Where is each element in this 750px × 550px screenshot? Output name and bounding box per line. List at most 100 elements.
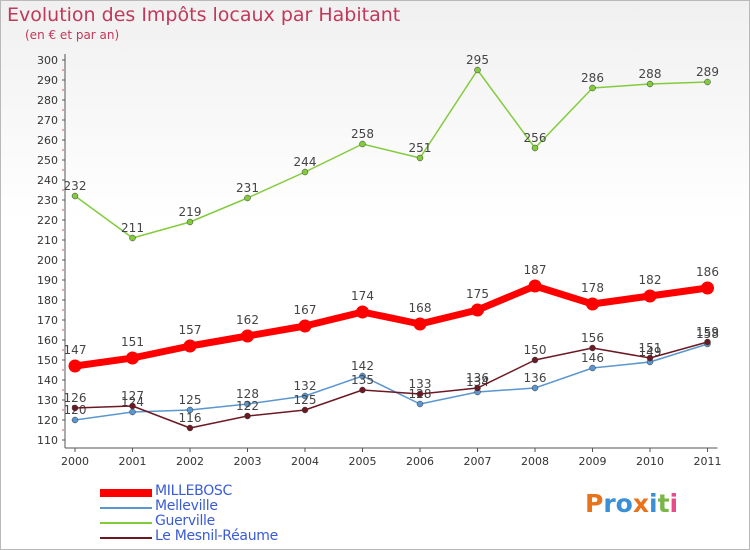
data-label-millebosc: 167 [294, 303, 317, 317]
data-label-guerville: 232 [64, 179, 87, 193]
y-minor-tick [62, 189, 64, 191]
data-label-le-mesnil-reaume: 127 [121, 389, 144, 403]
data-label-le-mesnil-reaume: 159 [696, 325, 719, 339]
series-line-guerville [74, 69, 709, 239]
y-tick-label: 190 [37, 274, 58, 287]
data-point-melleville [301, 392, 309, 400]
data-point-le-mesnil-reaume [129, 402, 136, 410]
y-tick-label: 280 [37, 94, 58, 107]
y-minor-tick [62, 209, 64, 211]
data-label-le-mesnil-reaume: 156 [581, 331, 604, 345]
y-minor-tick [62, 369, 64, 371]
x-tick-label: 2001 [119, 455, 147, 468]
y-minor-tick [62, 429, 64, 431]
y-tick-label: 250 [37, 154, 58, 167]
data-point-millebosc [701, 281, 714, 295]
y-minor-tick [62, 309, 64, 311]
y-minor-tick [62, 249, 64, 251]
legend-swatch-guerville [100, 522, 152, 524]
data-point-millebosc [298, 319, 312, 333]
legend-label-guerville: Guerville [155, 513, 215, 529]
y-minor-tick [62, 129, 64, 131]
data-label-guerville: 258 [351, 127, 374, 141]
data-point-le-mesnil-reaume [646, 354, 654, 362]
x-tick-label: 2003 [234, 455, 262, 468]
y-minor-tick [62, 349, 64, 351]
x-tick-label: 2008 [521, 455, 549, 468]
data-label-melleville: 136 [524, 371, 547, 385]
data-point-melleville [244, 400, 251, 408]
y-tick-label: 200 [37, 254, 58, 267]
data-label-millebosc: 182 [639, 273, 662, 287]
data-point-millebosc [126, 351, 139, 365]
series-line-melleville [74, 343, 709, 421]
legend-label-melleville: Melleville [155, 498, 218, 514]
y-tick-label: 180 [37, 294, 58, 307]
data-label-le-mesnil-reaume: 150 [524, 343, 547, 357]
data-point-le-mesnil-reaume [416, 390, 424, 398]
y-tick-label: 300 [37, 54, 58, 67]
data-label-le-mesnil-reaume: 136 [466, 371, 489, 385]
logo-letter: o [615, 489, 633, 518]
y-tick-label: 150 [37, 354, 58, 367]
legend-label-le-mesnil-reaume: Le Mesnil-Réaume [155, 528, 278, 544]
x-tick-label: 2000 [61, 455, 89, 468]
y-minor-tick [62, 409, 64, 411]
y-tick-label: 290 [37, 74, 58, 87]
y-tick-label: 160 [37, 334, 58, 347]
data-point-guerville [704, 78, 711, 86]
y-minor-tick [62, 169, 64, 171]
data-point-millebosc [413, 317, 427, 331]
x-tick-label: 2006 [406, 455, 434, 468]
y-minor-tick [62, 269, 64, 271]
y-minor-tick [62, 109, 64, 111]
y-tick-label: 120 [37, 414, 58, 427]
legend-label-millebosc: MILLEBOSC [155, 483, 232, 499]
data-point-millebosc [241, 329, 254, 343]
data-point-le-mesnil-reaume [71, 404, 79, 412]
data-point-guerville [359, 140, 366, 148]
y-tick-label: 240 [37, 174, 58, 187]
x-tick-label: 2005 [349, 455, 377, 468]
data-label-millebosc: 174 [351, 289, 374, 303]
data-label-guerville: 244 [294, 155, 317, 169]
data-point-le-mesnil-reaume [359, 386, 366, 394]
x-tick-label: 2002 [176, 455, 204, 468]
data-label-guerville: 251 [409, 141, 432, 155]
y-tick-label: 270 [37, 114, 58, 127]
data-point-melleville [186, 406, 194, 414]
data-label-melleville: 125 [179, 393, 202, 407]
data-label-millebosc: 157 [179, 323, 202, 337]
legend-swatch-le-mesnil-reaume [100, 537, 152, 539]
logo-letter: P [585, 489, 604, 518]
logo-letter: i [649, 489, 658, 518]
y-tick-label: 170 [37, 314, 58, 327]
data-label-millebosc: 175 [466, 287, 489, 301]
y-tick-label: 130 [37, 394, 58, 407]
data-point-millebosc [586, 297, 599, 311]
data-point-guerville [129, 234, 136, 242]
data-label-le-mesnil-reaume: 116 [179, 411, 202, 425]
data-point-le-mesnil-reaume [589, 344, 596, 352]
data-label-guerville: 289 [696, 65, 719, 79]
data-label-millebosc: 147 [64, 343, 87, 357]
data-label-le-mesnil-reaume: 126 [64, 391, 87, 405]
chart-subtitle: (en € et par an) [25, 28, 120, 42]
data-point-guerville [71, 192, 79, 200]
data-point-le-mesnil-reaume [186, 424, 194, 432]
x-tick-label: 2009 [579, 455, 607, 468]
data-point-millebosc [643, 289, 657, 303]
y-minor-tick [62, 149, 64, 151]
data-label-le-mesnil-reaume: 151 [639, 341, 662, 355]
chart-title: Evolution des Impôts locaux par Habitant [7, 4, 401, 26]
y-minor-tick [62, 89, 64, 91]
data-point-guerville [474, 66, 481, 74]
data-label-melleville: 158 [696, 327, 719, 341]
logo-letter: x [632, 489, 649, 518]
data-point-guerville [244, 194, 251, 202]
data-label-le-mesnil-reaume: 125 [294, 393, 317, 407]
x-tick-label: 2011 [694, 455, 722, 468]
y-tick-label: 230 [37, 194, 58, 207]
